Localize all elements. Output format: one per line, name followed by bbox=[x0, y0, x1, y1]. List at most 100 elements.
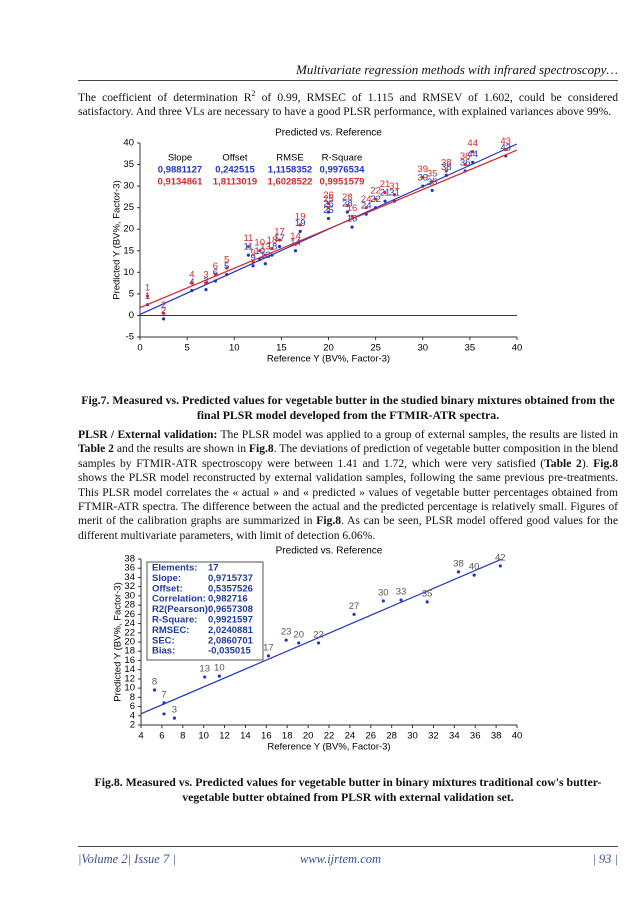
data-point bbox=[430, 180, 434, 184]
x-tick-label: 16 bbox=[261, 731, 272, 742]
y-tick-label: 22 bbox=[124, 627, 135, 638]
stats-label: R-Square: bbox=[152, 615, 197, 626]
x-tick-label: 40 bbox=[512, 731, 523, 742]
point-label: 35 bbox=[427, 168, 438, 179]
point-label: 30 bbox=[378, 587, 389, 598]
x-tick-label: 34 bbox=[449, 731, 460, 742]
point-label: 4 bbox=[189, 270, 194, 281]
data-point bbox=[326, 210, 331, 214]
point-label: 19 bbox=[295, 211, 306, 222]
data-point bbox=[246, 244, 250, 249]
data-point bbox=[172, 716, 177, 720]
point-label: 28 bbox=[342, 192, 353, 203]
data-point bbox=[152, 688, 157, 692]
x-tick-label: 5 bbox=[184, 343, 189, 354]
point-label: 38 bbox=[441, 158, 452, 169]
data-point bbox=[213, 279, 217, 283]
point-label: 17 bbox=[274, 227, 285, 238]
data-point bbox=[190, 281, 194, 285]
data-point bbox=[161, 317, 166, 321]
footer-site: www.ijrtem.com bbox=[300, 852, 382, 866]
data-point bbox=[326, 216, 331, 221]
stats-header: R-Square bbox=[322, 153, 363, 164]
data-point bbox=[225, 272, 229, 277]
y-axis-label: Predicted Y (BV%, Factor-3) bbox=[112, 180, 123, 300]
text-run: The coefficient of determination R bbox=[78, 90, 252, 104]
x-tick-label: 40 bbox=[512, 343, 523, 354]
data-point bbox=[392, 193, 397, 197]
data-point bbox=[472, 573, 476, 577]
x-tick-label: 10 bbox=[229, 343, 240, 354]
y-tick-label: 6 bbox=[130, 701, 135, 712]
point-label: 44 bbox=[467, 138, 478, 149]
x-tick-label: 32 bbox=[428, 731, 439, 742]
point-label: 31 bbox=[389, 181, 400, 192]
data-point bbox=[471, 150, 475, 154]
data-point bbox=[425, 600, 429, 604]
x-tick-label: 22 bbox=[324, 731, 335, 742]
x-tick-label: 38 bbox=[491, 731, 502, 742]
point-label: 43 bbox=[500, 136, 511, 147]
point-label: 18 bbox=[267, 235, 278, 246]
point-label: 25 bbox=[323, 194, 334, 205]
figure-caption: Fig.7. Measured vs. Predicted values for… bbox=[81, 393, 615, 422]
x-axis-label: Reference Y (BV%, Factor-3) bbox=[267, 354, 390, 365]
x-tick-label: 18 bbox=[282, 731, 293, 742]
y-tick-label: 30 bbox=[124, 590, 135, 601]
stats-value: 0,9921597 bbox=[208, 615, 253, 626]
footer-rule bbox=[78, 846, 618, 847]
stats-box bbox=[146, 561, 264, 661]
stats-value: 0,9951579 bbox=[320, 177, 365, 188]
data-point bbox=[383, 199, 387, 203]
point-label: 13 bbox=[199, 664, 210, 675]
x-tick-label: 10 bbox=[198, 731, 209, 742]
y-tick-label: 30 bbox=[123, 181, 134, 192]
bold-text: Table 2 bbox=[78, 442, 114, 456]
x-tick-label: 25 bbox=[370, 343, 381, 354]
stats-value: -0,035015 bbox=[208, 646, 252, 657]
bold-text: Table 2 bbox=[544, 456, 582, 470]
x-tick-label: 8 bbox=[180, 731, 185, 742]
data-point bbox=[345, 210, 349, 214]
y-tick-label: 2 bbox=[130, 720, 135, 731]
x-tick-label: 0 bbox=[137, 343, 142, 354]
stats-value: 0,9976534 bbox=[320, 165, 366, 176]
x-tick-label: 14 bbox=[240, 731, 251, 742]
y-tick-label: 36 bbox=[124, 563, 135, 574]
y-tick-label: 16 bbox=[124, 655, 135, 666]
stats-value: 0,9134861 bbox=[158, 177, 204, 188]
stats-value: 1,1158352 bbox=[268, 165, 312, 176]
footer-volume: |Volume 2| Issue 7 | bbox=[78, 852, 176, 866]
stats-value: 2,0860701 bbox=[208, 635, 254, 646]
y-tick-label: 28 bbox=[124, 600, 135, 611]
stats-label: Elements: bbox=[152, 563, 197, 574]
point-label: 17 bbox=[263, 642, 274, 653]
data-point bbox=[430, 188, 434, 193]
text-run: . As can be seen, PLSR model offered goo… bbox=[78, 514, 618, 542]
point-label: 33 bbox=[396, 587, 407, 598]
y-tick-label: 25 bbox=[123, 202, 134, 213]
point-label: 38 bbox=[441, 162, 452, 173]
fit-line bbox=[140, 149, 517, 309]
text-run: of 0.99, RMSEC of 1.115 and RMSEV of 1.6… bbox=[78, 90, 619, 119]
point-label: 42 bbox=[495, 552, 506, 563]
y-tick-label: 20 bbox=[123, 224, 134, 235]
data-point bbox=[350, 214, 354, 218]
data-point bbox=[203, 675, 207, 679]
point-label: 38 bbox=[453, 558, 464, 569]
paragraph: The coefficient of determination R2 of 0… bbox=[78, 87, 618, 120]
point-label: 44 bbox=[467, 149, 478, 160]
bold-text: Fig.8 bbox=[316, 514, 342, 528]
point-label: 9 bbox=[250, 252, 255, 263]
data-point bbox=[345, 203, 349, 208]
point-label: 5 bbox=[224, 255, 229, 266]
data-point bbox=[293, 249, 298, 253]
point-label: 9 bbox=[250, 248, 255, 259]
x-tick-label: 28 bbox=[386, 731, 397, 742]
stats-value: 0,9881127 bbox=[158, 165, 202, 176]
stats-header: Offset bbox=[222, 153, 248, 164]
data-point bbox=[263, 262, 267, 266]
data-point bbox=[204, 281, 208, 285]
figure-caption: Fig.8. Measured vs. Predicted values for… bbox=[94, 775, 602, 804]
